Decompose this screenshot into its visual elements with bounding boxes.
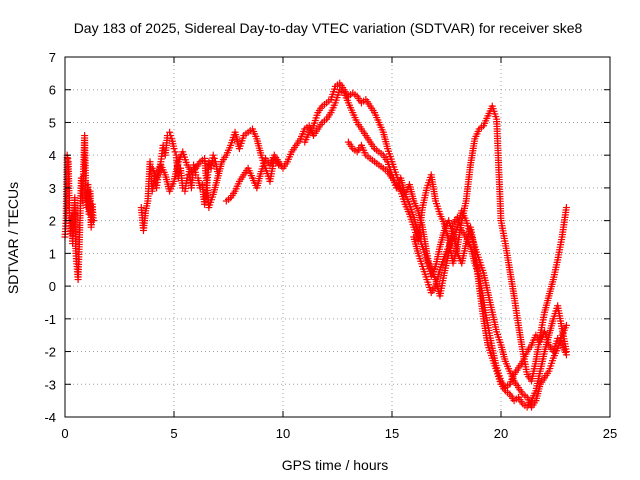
y-axis-label: SDTVAR / TECUs bbox=[5, 182, 21, 294]
y-tick-label: 5 bbox=[49, 115, 56, 130]
data-point bbox=[171, 148, 179, 156]
grid bbox=[65, 57, 610, 417]
y-axis-ticks: -4 -3 -2 -1 0 1 2 3 4 5 6 7 bbox=[44, 50, 610, 425]
x-tick-label: 15 bbox=[385, 426, 399, 441]
y-tick-label: 4 bbox=[49, 148, 56, 163]
x-axis-label: GPS time / hours bbox=[282, 457, 389, 473]
y-tick-label: 2 bbox=[49, 214, 56, 229]
x-axis-ticks: 0 5 10 15 20 25 bbox=[61, 57, 617, 441]
data-point bbox=[209, 151, 217, 159]
chart-title: Day 183 of 2025, Sidereal Day-to-day VTE… bbox=[74, 20, 583, 36]
y-tick-label: 0 bbox=[49, 279, 56, 294]
y-tick-label: 3 bbox=[49, 181, 56, 196]
y-tick-label: -2 bbox=[44, 345, 56, 360]
y-tick-label: -4 bbox=[44, 410, 56, 425]
data-point bbox=[166, 128, 174, 136]
x-tick-label: 25 bbox=[603, 426, 617, 441]
data-points bbox=[61, 79, 570, 411]
data-point bbox=[562, 204, 570, 212]
data-point bbox=[205, 158, 213, 166]
data-point bbox=[170, 145, 178, 153]
x-tick-label: 20 bbox=[494, 426, 508, 441]
y-tick-label: 6 bbox=[49, 83, 56, 98]
y-tick-label: 7 bbox=[49, 50, 56, 65]
data-point bbox=[210, 154, 218, 162]
x-tick-label: 5 bbox=[170, 426, 177, 441]
data-point bbox=[562, 321, 570, 329]
x-tick-label: 10 bbox=[276, 426, 290, 441]
data-point bbox=[562, 351, 570, 359]
y-tick-label: 1 bbox=[49, 246, 56, 261]
plot-frame bbox=[64, 56, 611, 418]
y-tick-label: -1 bbox=[44, 312, 56, 327]
data-point bbox=[89, 217, 97, 225]
x-tick-label: 0 bbox=[61, 426, 68, 441]
y-tick-label: -3 bbox=[44, 377, 56, 392]
data-point bbox=[167, 132, 175, 140]
